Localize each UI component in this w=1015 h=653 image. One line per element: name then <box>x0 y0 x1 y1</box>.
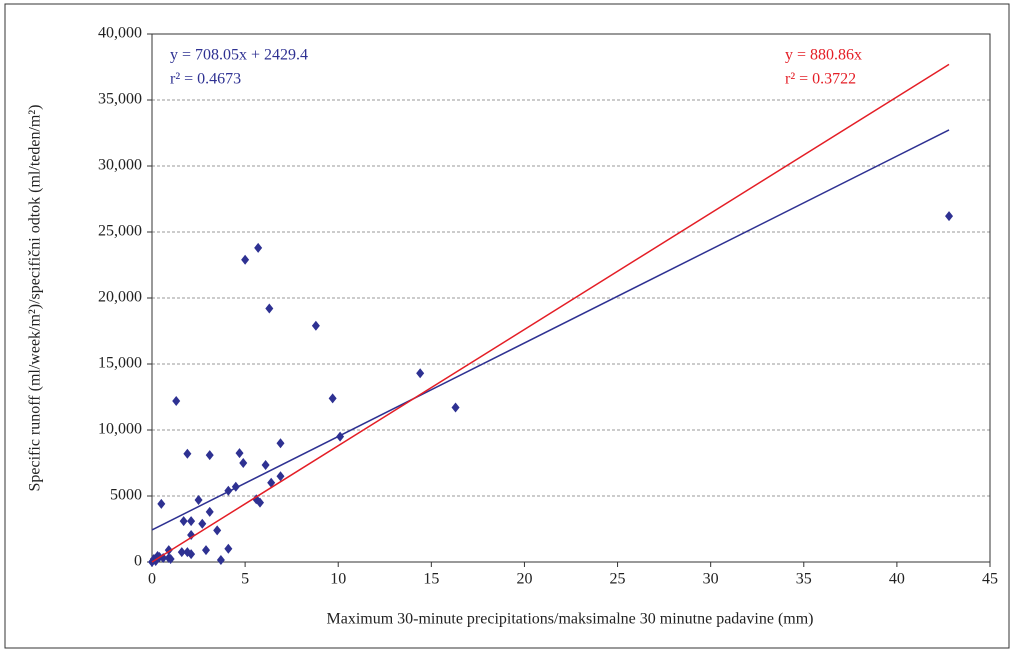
point <box>177 547 186 558</box>
plot-area <box>151 33 991 563</box>
point <box>945 211 954 222</box>
point <box>205 506 214 517</box>
point <box>194 494 203 505</box>
y-tick-label: 35,000 <box>98 91 142 108</box>
point <box>328 393 337 404</box>
point <box>416 368 425 379</box>
point <box>202 545 211 556</box>
point <box>276 471 285 482</box>
point <box>276 438 285 449</box>
x-tick-label: 20 <box>516 571 532 588</box>
x-tick-label: 45 <box>982 571 998 588</box>
point <box>179 516 188 527</box>
trendline-equation: y = 708.05x + 2429.4 <box>170 47 308 64</box>
point <box>261 459 270 470</box>
point <box>172 395 181 406</box>
y-tick-label: 30,000 <box>98 157 142 174</box>
point <box>311 320 320 331</box>
y-tick-label: 10,000 <box>98 421 142 438</box>
point <box>239 458 248 468</box>
y-tick-label: 15,000 <box>98 355 142 372</box>
point <box>265 303 274 314</box>
x-tick-label: 5 <box>241 571 249 588</box>
point <box>166 553 175 564</box>
point <box>198 518 207 529</box>
x-tick-label: 25 <box>610 571 626 588</box>
y-tick-label: 20,000 <box>98 289 142 306</box>
point <box>187 516 196 527</box>
point <box>216 555 225 566</box>
point <box>187 529 196 540</box>
point <box>213 525 222 536</box>
x-tick-label: 15 <box>423 571 439 588</box>
point <box>157 498 166 509</box>
trendline <box>151 63 950 563</box>
point <box>187 549 196 560</box>
x-tick-label: 30 <box>703 571 719 588</box>
x-tick-label: 0 <box>148 571 156 588</box>
point <box>254 242 263 253</box>
y-axis-title: Specific runoff (ml/week/m²)/specifični … <box>27 105 44 492</box>
trendline-r2: r² = 0.3722 <box>785 71 856 88</box>
y-tick-label: 0 <box>134 553 142 570</box>
point <box>451 402 460 413</box>
point <box>241 254 250 265</box>
point <box>224 543 233 554</box>
y-tick-label: 40,000 <box>98 25 142 42</box>
trendline <box>151 129 950 531</box>
x-axis-title: Maximum 30-minute precipitations/maksima… <box>326 611 813 628</box>
x-tick-label: 40 <box>889 571 905 588</box>
frame <box>4 3 1010 649</box>
point <box>183 448 192 459</box>
x-tick-label: 35 <box>796 571 812 588</box>
point <box>256 497 265 508</box>
point <box>235 448 244 459</box>
point <box>267 477 276 488</box>
trendline-equation: y = 880.86x <box>785 47 862 64</box>
y-tick-label: 25,000 <box>98 223 142 240</box>
point <box>205 450 214 461</box>
y-tick-label: 5000 <box>110 487 142 504</box>
trendline-r2: r² = 0.4673 <box>170 71 241 88</box>
x-tick-label: 10 <box>330 571 346 588</box>
